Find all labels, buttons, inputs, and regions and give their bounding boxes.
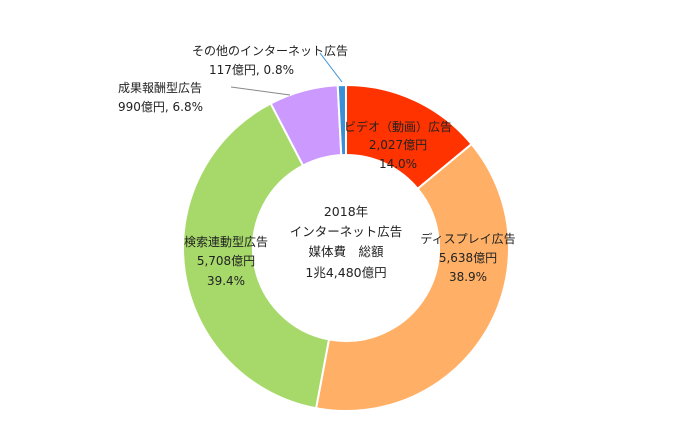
center-line-total: 1兆4,480億円: [305, 265, 386, 280]
slice-label-performance-value: 990億円, 6.8%: [118, 100, 203, 114]
slice-label-video-percent: 14.0%: [379, 157, 417, 171]
slice-label-video-name: ビデオ（動画）広告: [344, 119, 452, 134]
slice-label-display-percent: 38.9%: [449, 270, 487, 284]
leader-line-other: [319, 52, 343, 83]
slice-label-video: ビデオ（動画）広告 2,027億円 14.0%: [344, 119, 452, 171]
donut-slices: [182, 83, 510, 412]
slice-label-other-name: その他のインターネット広告: [192, 44, 348, 58]
leader-lines: [230, 52, 343, 96]
slice-label-other-value: 117億円, 0.8%: [209, 63, 294, 77]
slice-label-performance-pct: 6.8%: [173, 100, 204, 114]
leader-line-performance: [230, 86, 291, 96]
center-line-year: 2018年: [324, 204, 368, 219]
slice-label-other-amount: 117億円: [209, 63, 256, 77]
slice-label-display: ディスプレイ広告 5,638億円 38.9%: [420, 231, 515, 284]
center-text: 2018年 インターネット広告 媒体費 総額 1兆4,480億円: [290, 204, 403, 280]
slice-label-display-name: ディスプレイ広告: [420, 231, 515, 246]
donut-slice-display: [314, 142, 510, 412]
slice-label-search-percent: 39.4%: [207, 274, 245, 288]
slice-label-performance-amount: 990億円: [118, 100, 165, 114]
slice-label-search-value: 5,708億円: [197, 254, 255, 268]
slice-label-display-value: 5,638億円: [439, 251, 497, 265]
center-line-title: インターネット広告: [290, 224, 403, 239]
center-line-subtitle: 媒体費 総額: [308, 244, 384, 259]
slice-label-other: その他のインターネット広告 117億円, 0.8%: [192, 44, 348, 77]
slice-label-other-pct: 0.8%: [264, 63, 295, 77]
donut-slice-search: [182, 102, 331, 410]
slice-label-performance-name: 成果報酬型広告: [118, 81, 202, 95]
slice-label-search-name: 検索連動型広告: [184, 235, 268, 249]
slice-label-performance: 成果報酬型広告 990億円, 6.8%: [118, 81, 203, 114]
donut-slice-other: [336, 83, 347, 157]
slice-label-video-value: 2,027億円: [369, 138, 427, 152]
slice-label-search: 検索連動型広告 5,708億円 39.4%: [184, 235, 268, 288]
